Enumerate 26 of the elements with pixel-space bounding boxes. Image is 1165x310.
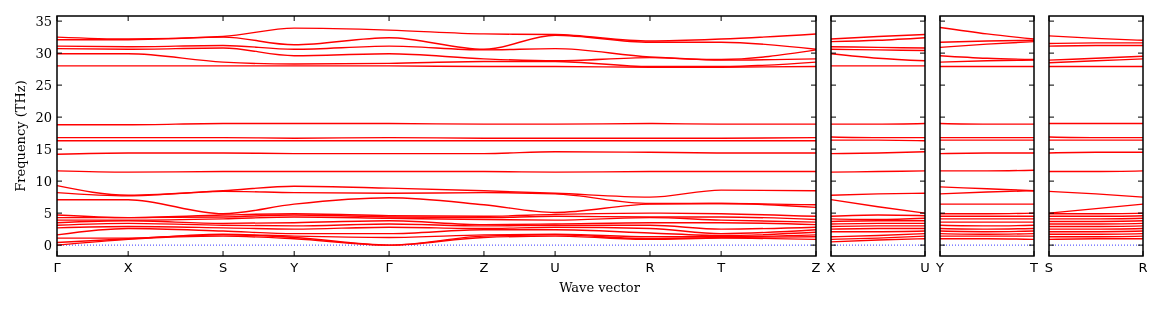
x-tick-label: S [1044,260,1054,275]
x-tick-label: R [645,260,655,275]
x-tick-label: S [218,260,228,275]
x-tick-label: X [123,260,133,275]
x-tick-label: U [920,260,930,275]
x-tick-label: Γ [385,260,394,275]
y-axis-title: Frequency (THz) [13,80,28,192]
x-tick-label: U [550,260,560,275]
x-tick-label: Z [811,260,821,275]
x-tick-label: Y [289,260,299,275]
y-tick-label: 0 [43,237,52,253]
x-tick-label: Y [935,260,945,275]
x-tick-label: Γ [53,260,62,275]
x-axis-title: Wave vector [559,280,641,295]
y-tick-label: 25 [35,77,52,93]
x-tick-label: R [1138,260,1148,275]
y-tick-label: 20 [35,109,52,125]
x-tick-label: T [1029,260,1039,275]
y-tick-label: 10 [35,173,52,189]
y-tick-label: 15 [35,141,52,157]
x-tick-label: Z [479,260,489,275]
x-tick-label: T [716,260,726,275]
x-tick-label: X [826,260,836,275]
y-tick-label: 35 [35,13,52,29]
y-tick-label: 5 [43,205,52,221]
y-tick-label: 30 [35,45,52,61]
